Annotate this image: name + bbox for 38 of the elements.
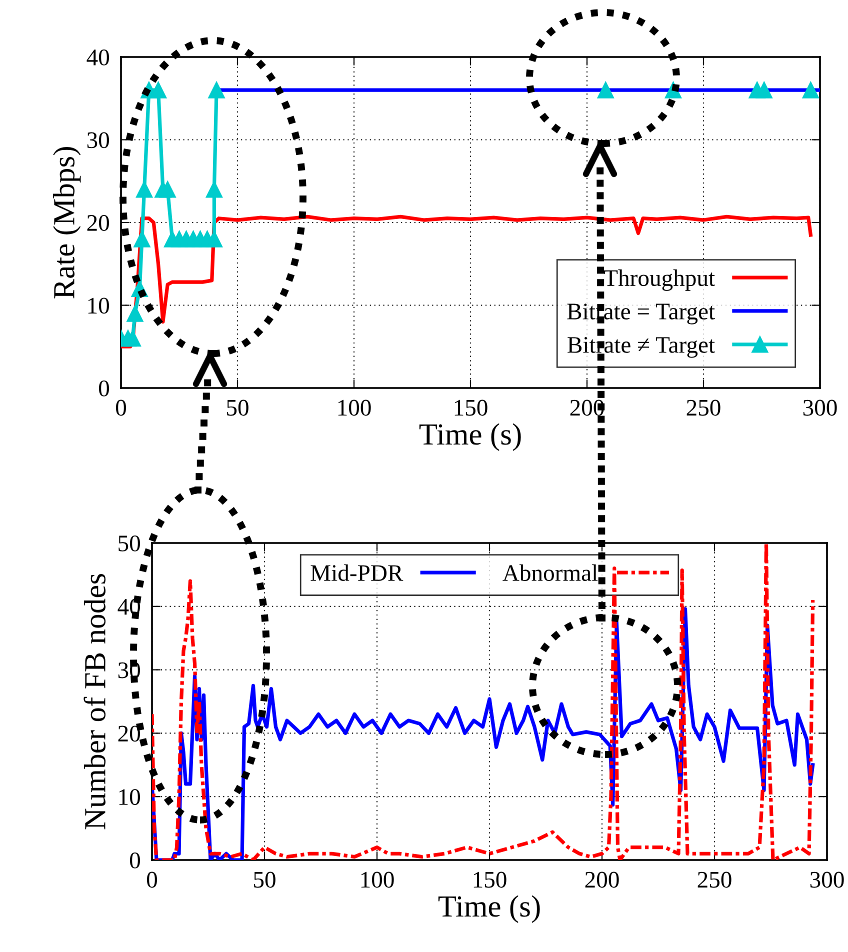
y-tick-label: 10 <box>88 298 109 314</box>
x-tick-label: 50 <box>227 400 248 416</box>
y-tick-label: 50 <box>118 535 140 552</box>
x-tick-label: 250 <box>698 872 732 888</box>
point <box>597 82 614 98</box>
x-tick-label: 300 <box>810 872 844 888</box>
x-tick-label: 200 <box>585 872 619 888</box>
y-axis-title: Rate (Mbps) <box>53 147 81 298</box>
x-axis-title: Time (s) <box>419 423 521 452</box>
x-tick-label: 50 <box>254 872 276 888</box>
point <box>124 330 141 347</box>
y-tick-label: 20 <box>87 214 109 231</box>
x-tick-label: 300 <box>803 400 837 416</box>
point <box>208 82 225 98</box>
line-series <box>152 543 815 860</box>
x-tick-label: 250 <box>686 400 720 416</box>
x-axis-title: Time (s) <box>438 895 540 924</box>
legend-label: Mid-PDR <box>310 564 404 582</box>
point <box>136 181 153 198</box>
point <box>206 181 223 198</box>
x-tick-label: 150 <box>454 400 488 416</box>
y-tick-label: 0 <box>98 380 109 396</box>
y-axis-title: Number of FB nodes <box>84 574 106 830</box>
x-tick-label: 0 <box>146 872 158 888</box>
y-tick-label: 0 <box>130 852 140 868</box>
point <box>159 181 176 198</box>
point <box>802 82 820 98</box>
y-tick-label: 40 <box>86 49 109 66</box>
x-tick-label: 100 <box>361 872 394 888</box>
point <box>126 305 144 322</box>
point <box>756 82 772 98</box>
y-tick-label: 30 <box>87 132 109 148</box>
x-tick-label: 100 <box>338 400 371 416</box>
y-tick-label: 10 <box>119 789 140 806</box>
series-label: Abnormal <box>502 564 598 582</box>
x-tick-label: 150 <box>474 872 506 888</box>
legend-label: Throughput <box>604 269 715 291</box>
point <box>150 82 167 98</box>
